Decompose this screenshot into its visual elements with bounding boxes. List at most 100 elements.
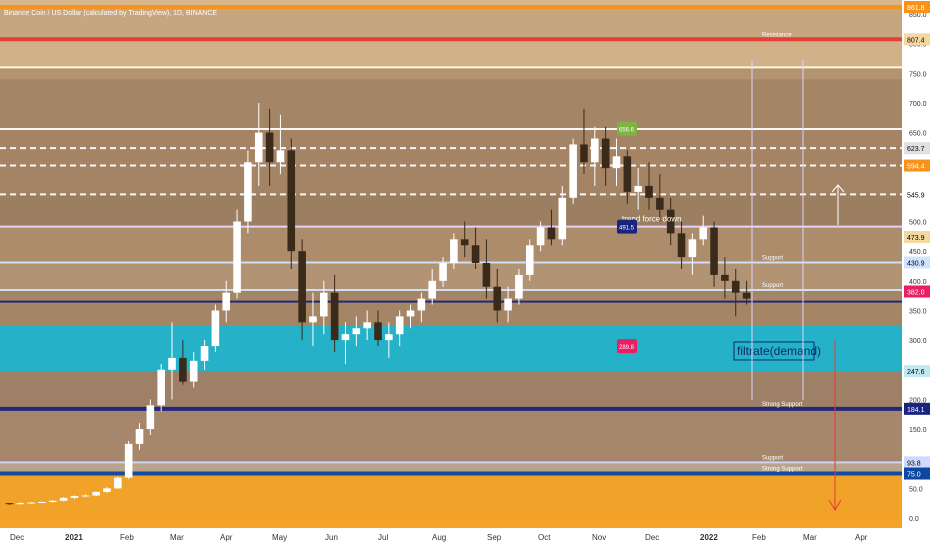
level-label-14: Strong Support <box>762 467 803 473</box>
price-label-bg-9 <box>904 285 930 298</box>
candle-body-47 <box>515 274 523 299</box>
candle-body-14 <box>157 369 165 406</box>
price-label-bg-13 <box>904 467 930 480</box>
candle-body-37 <box>406 310 415 317</box>
candle-body-32 <box>352 328 361 335</box>
candle-body-12 <box>135 429 144 444</box>
candle-body-45 <box>493 286 502 311</box>
price-label-bg-11 <box>904 402 930 415</box>
candle-body-67 <box>731 280 740 293</box>
y-tick-10: 500.0 <box>909 220 927 227</box>
price-label-13: 75.0 <box>907 472 921 479</box>
level-label-2: Resistance <box>762 32 792 38</box>
zone-band-9 <box>0 290 902 302</box>
candle-body-43 <box>471 245 480 264</box>
price-label-2: 807.4 <box>907 37 925 44</box>
chart-title: Binance Coin / US Dollar (calculated by … <box>4 10 218 17</box>
zone-band-14 <box>0 473 902 518</box>
candle-body-44 <box>482 263 491 287</box>
candle-body-38 <box>417 298 426 311</box>
candle-body-35 <box>385 334 393 341</box>
zone-band-12 <box>0 408 902 463</box>
candle-body-52 <box>569 144 577 198</box>
candle-body-6 <box>70 496 79 498</box>
candle-body-22 <box>244 162 252 222</box>
demand-zone-label: filtrate(demand) <box>737 344 821 358</box>
candle-body-61 <box>666 209 675 234</box>
price-label-bg-5 <box>904 188 930 201</box>
annotation-badge-0 <box>617 121 637 136</box>
candle-body-16 <box>179 357 187 382</box>
candle-body-36 <box>395 316 404 335</box>
annotation-text-3: 289.8 <box>619 345 635 351</box>
candle-body-41 <box>450 239 458 264</box>
candle-body-25 <box>276 150 285 163</box>
x-tick-8: Aug <box>432 533 446 542</box>
demand-zone-box <box>733 341 815 361</box>
down-arrow-head <box>828 499 842 511</box>
candle-body-2 <box>27 502 35 504</box>
price-label-bg-10 <box>904 365 930 378</box>
up-arrow-head <box>831 184 845 193</box>
x-tick-11: Nov <box>592 533 606 542</box>
x-tick-13: 2022 <box>700 533 718 542</box>
y-tick-6: 300.0 <box>909 338 927 345</box>
zone-band-4 <box>0 67 902 80</box>
price-label-12: 93.8 <box>907 460 921 467</box>
x-tick-1: 2021 <box>65 533 83 542</box>
level-label-12: Strong Support <box>762 402 803 408</box>
x-tick-2: Feb <box>120 533 134 542</box>
x-tick-5: May <box>272 533 287 542</box>
y-tick-4: 200.0 <box>909 397 927 404</box>
candle-body-50 <box>547 227 556 240</box>
candle-body-68 <box>742 292 751 299</box>
x-tick-16: Apr <box>855 533 868 542</box>
candle-body-17 <box>189 360 198 382</box>
candle-body-58 <box>634 185 642 192</box>
candle-body-66 <box>721 274 729 281</box>
y-tick-3: 150.0 <box>909 427 927 434</box>
y-tick-9: 450.0 <box>909 249 927 256</box>
y-tick-17: 850.0 <box>909 12 927 19</box>
candle-body-33 <box>363 322 371 329</box>
candle-body-56 <box>612 156 621 169</box>
price-label-11: 184.1 <box>907 407 925 414</box>
candle-body-24 <box>265 132 274 163</box>
candle-body-55 <box>601 138 610 169</box>
x-tick-15: Mar <box>803 533 817 542</box>
x-tick-6: Jun <box>325 533 338 542</box>
candle-body-21 <box>233 221 241 293</box>
price-label-bg-2 <box>904 33 930 46</box>
candle-body-5 <box>59 497 68 501</box>
x-tick-0: Dec <box>10 533 24 542</box>
price-label-3: 623.7 <box>907 146 925 153</box>
candle-body-1 <box>16 503 25 505</box>
candle-body-51 <box>558 197 567 240</box>
y-tick-7: 350.0 <box>909 308 927 315</box>
candle-body-48 <box>525 245 534 275</box>
price-label-4: 594.4 <box>907 164 925 171</box>
candle-body-11 <box>124 443 133 478</box>
x-tick-14: Feb <box>752 533 766 542</box>
zone-band-2 <box>0 6 902 39</box>
annotation-text-0: 656.6 <box>619 128 635 134</box>
candle-body-9 <box>103 488 111 492</box>
price-label-1: 861.8 <box>907 5 925 12</box>
candle-body-7 <box>81 495 90 497</box>
level-label-13: Support <box>762 455 783 461</box>
y-tick-13: 650.0 <box>909 131 927 138</box>
annotation-1: trend force down <box>622 215 682 224</box>
candle-body-57 <box>623 156 632 192</box>
candle-body-46 <box>504 298 512 311</box>
price-label-bg-4 <box>904 159 930 172</box>
annotation-badge-3 <box>617 339 637 354</box>
price-label-10: 247.6 <box>907 369 925 376</box>
y-tick-8: 400.0 <box>909 279 927 286</box>
price-label-9: 382.0 <box>907 289 925 296</box>
x-tick-10: Oct <box>538 533 551 542</box>
price-label-5: 545.9 <box>907 192 925 199</box>
price-label-bg-3 <box>904 142 930 155</box>
candle-body-39 <box>428 280 436 299</box>
